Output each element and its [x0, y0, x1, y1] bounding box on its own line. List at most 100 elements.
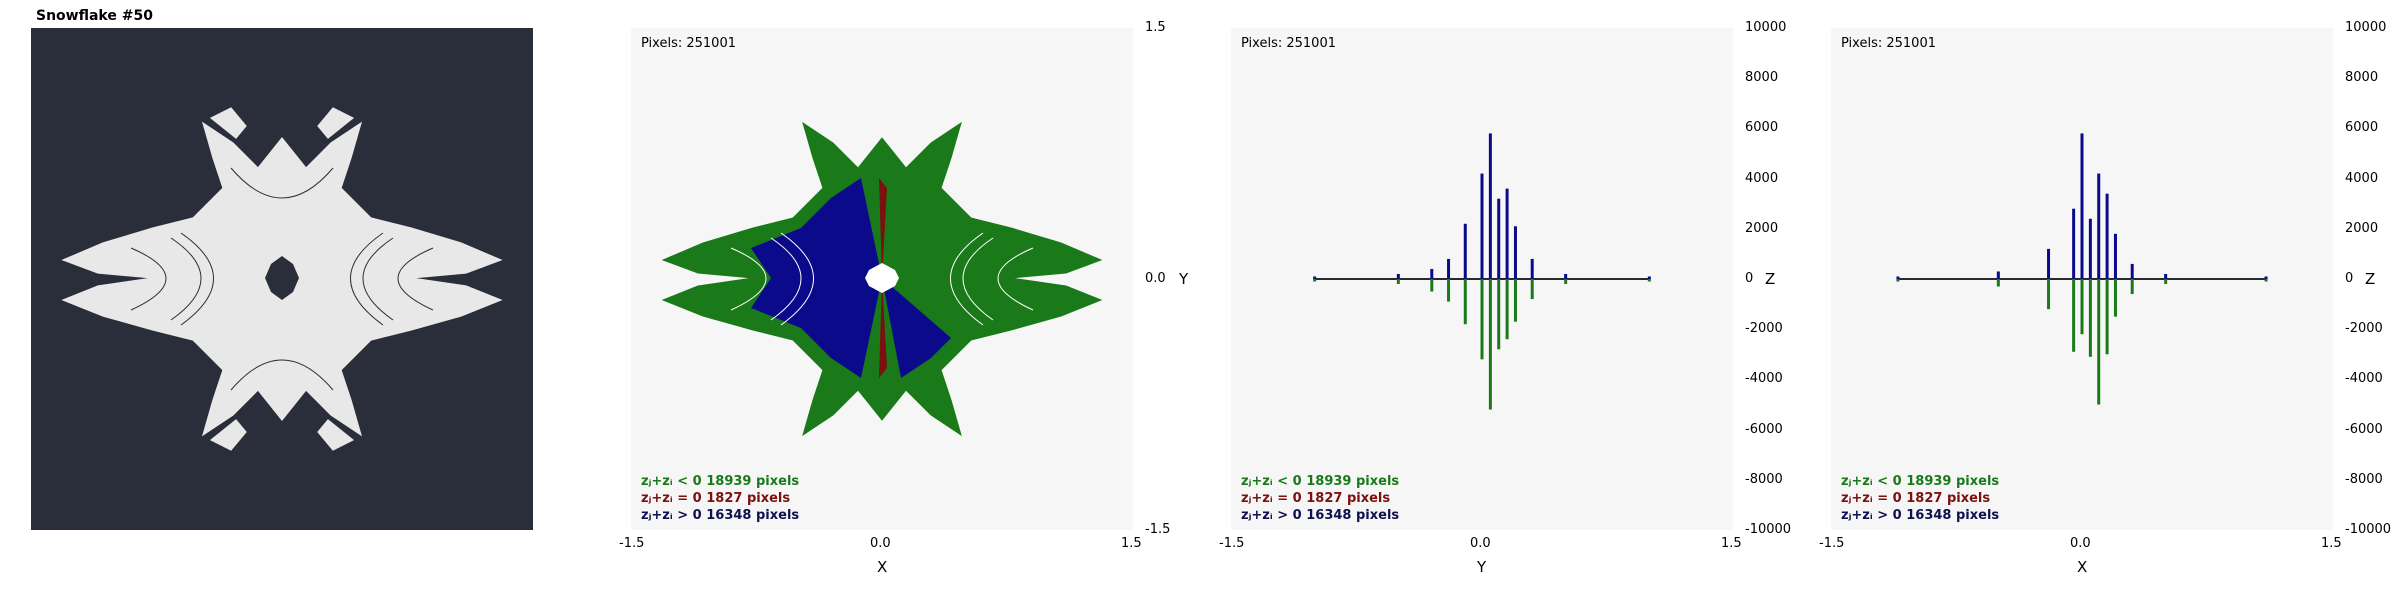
- x-tick-label: 0.0: [870, 536, 891, 551]
- histogram-bar: [1564, 273, 1568, 279]
- x-tick-label: 1.5: [2321, 536, 2342, 551]
- histogram-bar: [1530, 258, 1534, 279]
- y-tick-label: -2000: [2345, 321, 2383, 337]
- histogram-bar: [1480, 173, 1484, 279]
- histogram-bar: [1447, 279, 1451, 302]
- histogram-bar: [1430, 279, 1434, 292]
- histogram-bar: [2105, 193, 2109, 279]
- histogram-bar: [2130, 279, 2134, 295]
- histogram-bar: [1313, 279, 1317, 282]
- histogram-bar: [2047, 279, 2051, 310]
- histogram-bar: [2164, 273, 2168, 279]
- x-tick-label: 0.0: [1470, 536, 1491, 551]
- x-tick-label: 1.5: [1721, 536, 1742, 551]
- legend-negative: zⱼ+zᵢ < 0 18939 pixels: [1841, 474, 2000, 489]
- legend: zⱼ+zᵢ < 0 18939 pixels zⱼ+zᵢ = 0 1827 pi…: [1841, 473, 1999, 524]
- histogram-bar: [1647, 276, 1651, 279]
- snowflake-title: Snowflake #50: [36, 8, 153, 24]
- histogram-bar: [1896, 279, 1900, 282]
- y-tick-label: -6000: [2345, 421, 2383, 437]
- histogram-bar: [1447, 258, 1451, 279]
- y-tick-label: -1.5: [1145, 522, 1171, 537]
- histogram-bar: [1488, 279, 1492, 410]
- histogram-bar: [1647, 279, 1651, 282]
- y-tick-label: 2000: [1745, 220, 1779, 236]
- y-tick-label: 1.5: [1145, 20, 1166, 35]
- histogram-bar: [2264, 276, 2268, 279]
- y-tick-label: 10000: [2345, 20, 2387, 35]
- snowflake-horn: [209, 107, 247, 139]
- zx-plot-svg: [1896, 133, 2268, 405]
- legend: zⱼ+zᵢ < 0 18939 pixels zⱼ+zᵢ = 0 1827 pi…: [641, 473, 799, 524]
- legend-zero: zⱼ+zᵢ = 0 1827 pixels: [1241, 491, 1391, 506]
- y-tick-label: 4000: [1745, 170, 1779, 186]
- y-axis-label: Z: [2365, 270, 2376, 288]
- histogram-bar: [2097, 173, 2101, 279]
- x-axis-label: X: [877, 558, 888, 576]
- snowflake-horn: [317, 107, 355, 139]
- y-tick-label: -10000: [1745, 522, 1792, 537]
- x-tick-label: -1.5: [1819, 536, 1845, 551]
- y-tick-label: 0.0: [1145, 271, 1166, 286]
- legend: zⱼ+zᵢ < 0 18939 pixels zⱼ+zᵢ = 0 1827 pi…: [1241, 473, 1399, 524]
- y-tick-label: -4000: [1745, 371, 1783, 387]
- pixels-label: Pixels: 251001: [641, 36, 736, 51]
- xy-shape-red: [879, 178, 887, 378]
- x-tick-label: 1.5: [1121, 536, 1142, 551]
- histogram-bar: [2264, 279, 2268, 282]
- x-axis-label: X: [2077, 558, 2088, 576]
- y-tick-label: 6000: [2345, 120, 2379, 136]
- histogram-bar: [2072, 208, 2076, 279]
- histogram-bar: [1505, 279, 1509, 340]
- histogram-bar: [2088, 279, 2092, 357]
- histogram-bar: [1480, 279, 1484, 360]
- histogram-bar: [1530, 279, 1534, 300]
- histogram-bar: [1996, 271, 2000, 279]
- x-axis-label: Y: [1477, 558, 1487, 576]
- positive-series: [1313, 133, 1651, 279]
- histogram-bar: [1996, 279, 2000, 287]
- histogram-bar: [1564, 279, 1568, 285]
- snowflake-image: [31, 28, 533, 530]
- legend-positive: zⱼ+zᵢ > 0 16348 pixels: [1841, 508, 2000, 523]
- x-tick-label: -1.5: [1219, 536, 1245, 551]
- y-tick-label: 0: [1745, 271, 1754, 286]
- histogram-bar: [1513, 226, 1517, 279]
- histogram-bar: [2113, 233, 2117, 279]
- positive-series: [1896, 133, 2268, 279]
- zx-plot: Pixels: 251001 zⱼ+zᵢ < 0 18939 pixels zⱼ…: [1831, 28, 2333, 530]
- legend-positive: zⱼ+zᵢ > 0 16348 pixels: [641, 508, 800, 523]
- x-tick-label: -1.5: [619, 536, 645, 551]
- y-tick-label: -6000: [1745, 421, 1783, 437]
- xy-shape-blue: [751, 178, 951, 378]
- zy-plot: Pixels: 251001 zⱼ+zᵢ < 0 18939 pixels zⱼ…: [1231, 28, 1733, 530]
- histogram-bar: [2105, 279, 2109, 355]
- histogram-bar: [2080, 279, 2084, 335]
- legend-zero: zⱼ+zᵢ = 0 1827 pixels: [641, 491, 791, 506]
- xy-plot-svg: [661, 121, 1103, 437]
- legend-negative: zⱼ+zᵢ < 0 18939 pixels: [1241, 474, 1400, 489]
- histogram-bar: [1463, 223, 1467, 279]
- y-tick-label: -10000: [2345, 522, 2392, 537]
- legend-positive: zⱼ+zᵢ > 0 16348 pixels: [1241, 508, 1400, 523]
- histogram-bar: [1430, 268, 1434, 279]
- histogram-bar: [2047, 248, 2051, 279]
- histogram-bar: [1513, 279, 1517, 322]
- pixels-label: Pixels: 251001: [1841, 36, 1936, 51]
- histogram-bar: [2088, 218, 2092, 279]
- y-tick-label: -4000: [2345, 371, 2383, 387]
- x-tick-label: 0.0: [2070, 536, 2091, 551]
- y-tick-label: 2000: [2345, 220, 2379, 236]
- snowflake-horn: [317, 419, 355, 451]
- histogram-bar: [1488, 133, 1492, 279]
- y-tick-label: 0: [2345, 271, 2354, 286]
- y-tick-label: 8000: [2345, 70, 2379, 86]
- legend-zero: zⱼ+zᵢ = 0 1827 pixels: [1841, 491, 1991, 506]
- legend-negative: zⱼ+zᵢ < 0 18939 pixels: [641, 474, 800, 489]
- histogram-bar: [1497, 279, 1501, 350]
- negative-series: [1896, 279, 2268, 405]
- histogram-bar: [2113, 279, 2117, 317]
- zy-plot-svg: [1313, 133, 1651, 410]
- y-tick-label: 10000: [1745, 20, 1787, 35]
- histogram-bar: [1396, 279, 1400, 285]
